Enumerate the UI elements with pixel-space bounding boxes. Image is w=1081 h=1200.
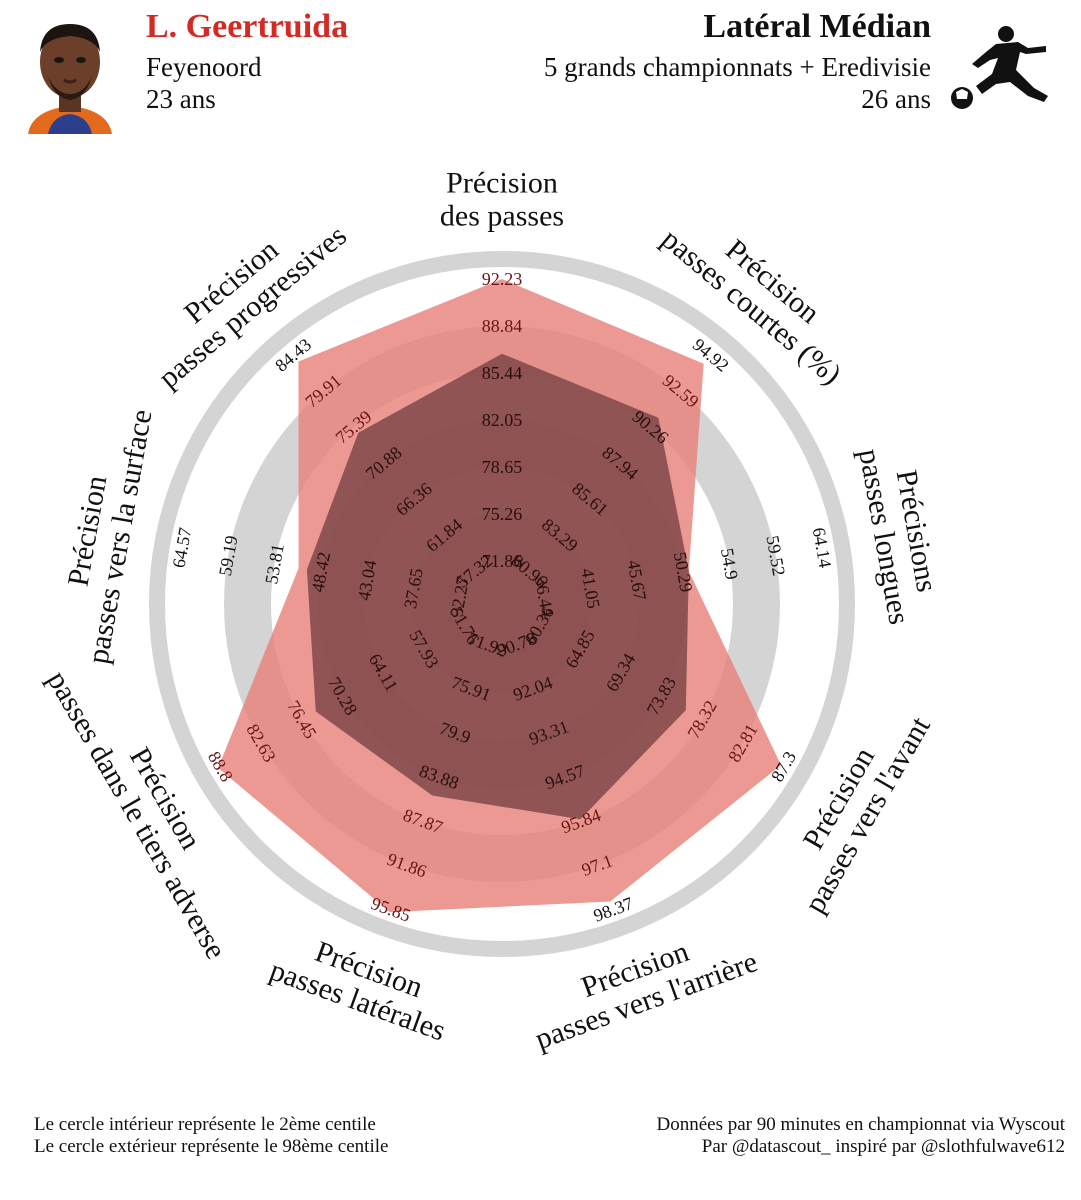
comparison-league: 5 grands championnats + Eredivisie — [543, 52, 931, 82]
footer-right: Données par 90 minutes en championnat vi… — [657, 1114, 1066, 1158]
tick-label: 75.26 — [482, 504, 523, 524]
footer-left: Le cercle intérieur représente le 2ème c… — [34, 1114, 388, 1158]
axis-label: Précisionpasses vers l'arrière — [520, 914, 762, 1056]
axis-label: Précision des passes — [440, 167, 564, 233]
footer-outer-circle-note: Le cercle extérieur représente le 98ème … — [34, 1136, 389, 1157]
tick-label: 85.44 — [482, 363, 523, 383]
comparison-position: Latéral Médian — [703, 8, 931, 45]
tick-label: 82.05 — [482, 410, 523, 430]
average-polygon — [306, 353, 689, 820]
player-photo — [18, 14, 122, 134]
axis-label: Précisionpasses vers la surface — [49, 401, 159, 666]
tick-label: 88.84 — [482, 316, 523, 336]
footer-credit-note: Par @datascout_ inspiré par @slothfulwav… — [701, 1136, 1065, 1157]
tick-label: 92.23 — [482, 269, 523, 289]
comparison-age: 26 ans — [861, 84, 931, 114]
player-name: L. Geertruida — [146, 8, 349, 45]
tick-label: 78.65 — [482, 457, 523, 477]
footer-source-note: Données par 90 minutes en championnat vi… — [656, 1114, 1066, 1135]
tick-label: 71.86 — [482, 551, 523, 571]
axis-label: Précisionspasses longues — [852, 441, 948, 627]
outer-band — [149, 251, 855, 957]
axis-label-line: des passes — [440, 200, 564, 233]
player-age: 23 ans — [146, 84, 216, 114]
footer-inner-circle-note: Le cercle intérieur représente le 2ème c… — [34, 1114, 376, 1135]
footballer-icon — [951, 26, 1048, 109]
player-club: Feyenoord — [146, 52, 262, 82]
axis-label-line: Précision — [446, 167, 558, 200]
